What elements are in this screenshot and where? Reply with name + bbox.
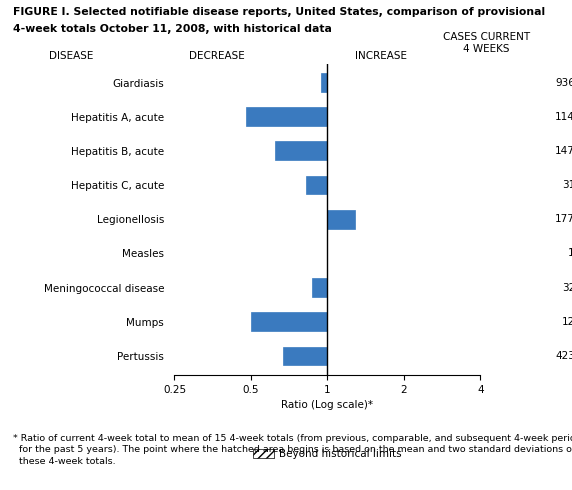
Text: 4-week totals October 11, 2008, with historical data: 4-week totals October 11, 2008, with his… xyxy=(13,24,331,33)
Text: 147: 147 xyxy=(555,146,572,156)
Bar xyxy=(251,313,327,331)
Text: 177: 177 xyxy=(555,214,572,224)
Bar xyxy=(283,346,327,366)
Bar xyxy=(321,73,327,92)
Bar xyxy=(275,142,327,160)
Bar xyxy=(312,278,327,297)
Text: 1: 1 xyxy=(569,248,572,258)
Text: 32: 32 xyxy=(562,283,572,293)
Text: 114: 114 xyxy=(555,112,572,122)
Text: INCREASE: INCREASE xyxy=(355,51,407,61)
Text: DISEASE: DISEASE xyxy=(49,51,93,61)
Text: 31: 31 xyxy=(562,180,572,190)
Text: 936: 936 xyxy=(555,77,572,88)
Legend: Beyond historical limits: Beyond historical limits xyxy=(253,448,402,459)
Text: * Ratio of current 4-week total to mean of 15 4-week totals (from previous, comp: * Ratio of current 4-week total to mean … xyxy=(13,434,572,466)
Text: 423: 423 xyxy=(555,351,572,361)
Bar xyxy=(327,210,355,229)
X-axis label: Ratio (Log scale)*: Ratio (Log scale)* xyxy=(281,400,374,410)
Bar xyxy=(305,176,327,195)
Text: FIGURE I. Selected notifiable disease reports, United States, comparison of prov: FIGURE I. Selected notifiable disease re… xyxy=(13,7,545,17)
Text: DECREASE: DECREASE xyxy=(189,51,244,61)
Text: 12: 12 xyxy=(562,317,572,327)
Text: CASES CURRENT
4 WEEKS: CASES CURRENT 4 WEEKS xyxy=(443,32,530,54)
Bar xyxy=(247,107,327,126)
